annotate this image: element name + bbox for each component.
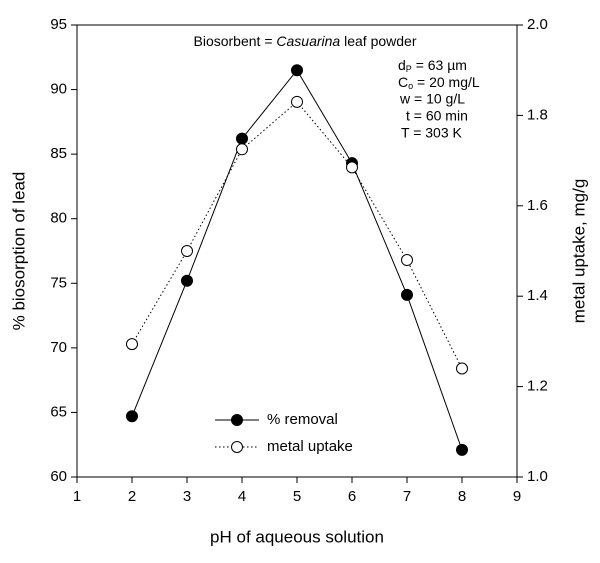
x-tick-label: 2 bbox=[128, 488, 136, 505]
annotation: dP = 63 µm bbox=[398, 57, 467, 75]
annotation-part: Biosorbent = bbox=[194, 33, 277, 49]
data-point bbox=[401, 288, 413, 301]
annotation: Co = 20 mg/L bbox=[398, 74, 480, 92]
data-point bbox=[456, 362, 468, 375]
y-tick-label: 90 bbox=[50, 81, 67, 98]
annotation-part: d bbox=[398, 57, 406, 73]
annotation: T = 303 K bbox=[401, 125, 463, 141]
legend-label: metal uptake bbox=[267, 438, 353, 455]
y-tick-label: 75 bbox=[50, 274, 67, 291]
data-point bbox=[236, 143, 248, 156]
annotation-part: Casuarina bbox=[276, 33, 340, 49]
y-tick-label: 65 bbox=[50, 403, 67, 420]
data-point bbox=[126, 338, 138, 351]
x-tick-label: 6 bbox=[348, 488, 356, 505]
data-point bbox=[291, 95, 303, 108]
x-tick-label: 8 bbox=[458, 488, 466, 505]
y-tick-label: 85 bbox=[50, 145, 67, 162]
data-point bbox=[236, 132, 248, 145]
y-tick-label: 70 bbox=[50, 339, 67, 356]
x-tick-label: 5 bbox=[293, 488, 301, 505]
annotation-part: leaf powder bbox=[340, 33, 417, 49]
y2-tick-label: 2.0 bbox=[527, 16, 548, 33]
y2-tick-label: 1.4 bbox=[527, 287, 548, 304]
legend-marker bbox=[231, 441, 243, 453]
data-point bbox=[291, 64, 303, 77]
x-tick-label: 7 bbox=[403, 488, 411, 505]
data-point bbox=[456, 443, 468, 456]
data-point bbox=[401, 254, 413, 267]
annotation-part: C bbox=[398, 74, 408, 90]
data-point bbox=[181, 245, 193, 257]
data-point bbox=[346, 161, 358, 174]
y-tick-label: 60 bbox=[50, 468, 67, 485]
annotation-part: = 63 µm bbox=[412, 57, 467, 73]
y2-axis-label: metal uptake, mg/g bbox=[569, 179, 588, 324]
y-tick-label: 95 bbox=[50, 16, 67, 33]
x-tick-label: 3 bbox=[183, 488, 191, 505]
x-tick-label: 1 bbox=[73, 488, 81, 505]
y-axis-label: % biosorption of lead bbox=[9, 172, 28, 331]
series-line bbox=[131, 101, 463, 369]
annotation-part: o bbox=[408, 81, 413, 91]
annotation: Biosorbent = Casuarina leaf powder bbox=[194, 33, 417, 49]
legend-marker bbox=[231, 414, 243, 426]
data-point bbox=[181, 274, 193, 287]
y2-tick-label: 1.6 bbox=[527, 197, 548, 214]
x-tick-label: 9 bbox=[513, 488, 521, 505]
y2-tick-label: 1.8 bbox=[527, 106, 548, 123]
annotation-part: P bbox=[406, 64, 412, 74]
x-tick-label: 4 bbox=[238, 488, 246, 505]
x-axis-label: pH of aqueous solution bbox=[210, 527, 384, 546]
y-tick-label: 80 bbox=[50, 210, 67, 227]
annotation: w = 10 g/L bbox=[399, 91, 465, 107]
annotation-part: = 20 mg/L bbox=[413, 74, 480, 90]
y2-tick-label: 1.2 bbox=[527, 378, 548, 395]
y2-tick-label: 1.0 bbox=[527, 468, 548, 485]
legend-label: % removal bbox=[267, 411, 338, 428]
annotation: t = 60 min bbox=[406, 108, 468, 124]
data-point bbox=[126, 410, 138, 423]
